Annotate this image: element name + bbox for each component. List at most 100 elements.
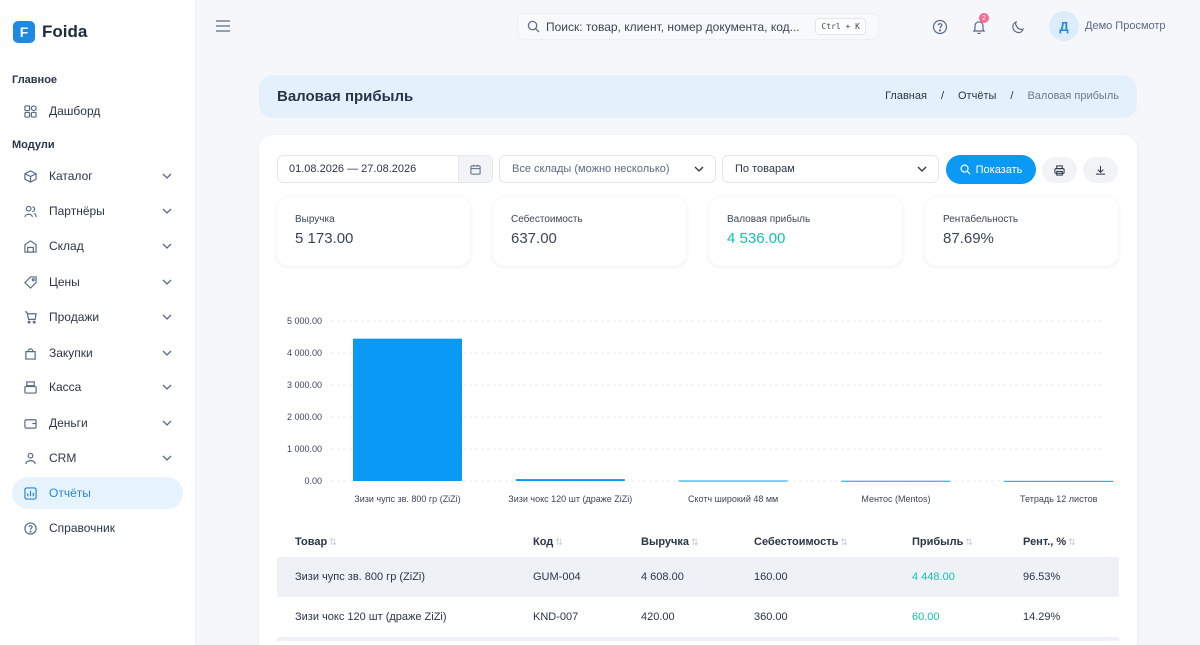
bar[interactable]: [515, 479, 625, 481]
column-header-margin[interactable]: Рент., % ⇅: [1009, 536, 1119, 548]
sidebar-item-partners[interactable]: Партнёры: [12, 195, 183, 227]
chevron-down-icon: [162, 208, 172, 214]
chevron-down-icon: [162, 279, 172, 285]
report-icon: [23, 486, 37, 500]
sort-icon: ⇅: [555, 537, 563, 547]
column-header-profit[interactable]: Прибыль ⇅: [894, 536, 1009, 548]
date-range-field[interactable]: 01.08.2026 — 27.08.2026: [277, 155, 493, 183]
chevron-down-icon: [162, 243, 172, 249]
search-input[interactable]: Поиск: товар, клиент, номер документа, к…: [546, 19, 800, 34]
y-tick-label: 4 000.00: [287, 348, 322, 358]
column-header-code[interactable]: Код ⇅: [515, 536, 623, 548]
column-header-revenue[interactable]: Выручка ⇅: [623, 536, 736, 548]
search-icon: [960, 164, 971, 175]
chevron-down-icon: [162, 314, 172, 320]
warehouse-select[interactable]: Все склады (можно несколько): [499, 155, 716, 183]
chevron-down-icon: [162, 420, 172, 426]
sidebar-item-reports[interactable]: Отчёты: [12, 477, 183, 509]
date-range-value[interactable]: 01.08.2026 — 27.08.2026: [289, 163, 417, 175]
group-by-select[interactable]: По товарам: [722, 155, 939, 183]
sidebar-item-dashboard[interactable]: Дашборд: [12, 95, 183, 127]
app-logo[interactable]: F Foida: [13, 21, 87, 43]
kpi-label: Выручка: [295, 214, 335, 225]
report-table: Товар ⇅ Код ⇅ Выручка ⇅ Себестоимость ⇅ Приб…: [277, 527, 1119, 641]
kpi-value: 4 536.00: [727, 230, 786, 247]
moon-icon[interactable]: [1010, 19, 1026, 35]
sidebar-item-prices[interactable]: Цены: [12, 266, 183, 298]
chevron-down-icon: [162, 384, 172, 390]
column-header-label: Выручка: [641, 536, 690, 548]
cart-icon: [23, 310, 37, 324]
table-row[interactable]: Зизи чокс 120 шт (драже ZiZi) KND-007 42…: [277, 597, 1119, 637]
breadcrumb-reports[interactable]: Отчёты: [958, 90, 997, 102]
bag-icon: [23, 346, 37, 360]
show-button[interactable]: Показать: [946, 155, 1036, 184]
calendar-button[interactable]: [458, 156, 492, 182]
sidebar-item-sales[interactable]: Продажи: [12, 301, 183, 333]
table-row[interactable]: [277, 637, 1119, 641]
sidebar-item-label: Отчёты: [49, 486, 91, 500]
sidebar-item-label: Закупки: [49, 346, 93, 360]
bar[interactable]: [353, 338, 462, 481]
x-tick-label: Тетрадь 12 листов: [1020, 494, 1098, 504]
sidebar-item-catalog[interactable]: Каталог: [12, 160, 183, 192]
sidebar-item-label: Каталог: [49, 169, 93, 183]
y-tick-label: 0.00: [304, 476, 322, 486]
kpi-value: 637.00: [511, 230, 557, 247]
download-icon: [1095, 165, 1106, 175]
global-search[interactable]: Поиск: товар, клиент, номер документа, к…: [517, 13, 879, 40]
download-button[interactable]: [1083, 157, 1118, 183]
warehouse-icon: [23, 239, 37, 253]
sidebar-item-label: Склад: [49, 239, 84, 253]
user-name[interactable]: Демо Просмотр: [1085, 20, 1166, 32]
notification-badge: 2: [979, 13, 989, 23]
sort-icon: ⇅: [840, 537, 848, 547]
sidebar-item-crm[interactable]: CRM: [12, 442, 183, 474]
sidebar-item-label: CRM: [49, 451, 77, 465]
column-header-label: Прибыль: [912, 536, 964, 548]
breadcrumb-separator: /: [1010, 90, 1014, 102]
kpi-label: Валовая прибыль: [727, 214, 811, 225]
menu-icon[interactable]: [216, 20, 230, 32]
kpi-revenue: Выручка 5 173.00: [277, 197, 470, 266]
box-icon: [23, 169, 37, 183]
bar[interactable]: [678, 480, 788, 482]
chevron-down-icon: [917, 166, 927, 172]
column-header-label: Товар: [295, 536, 328, 548]
avatar[interactable]: Д: [1049, 11, 1079, 41]
sidebar-item-label: Цены: [49, 275, 80, 289]
print-button[interactable]: [1042, 157, 1077, 183]
sidebar-item-reference[interactable]: Справочник: [12, 512, 183, 544]
tag-icon: [23, 275, 37, 289]
sidebar-item-label: Касса: [49, 380, 82, 394]
bar[interactable]: [1004, 480, 1114, 482]
sidebar-item-label: Партнёры: [49, 204, 105, 218]
sidebar-item-cashbox[interactable]: Касса: [12, 371, 183, 403]
kpi-profitability: Рентабельность 87.69%: [925, 197, 1118, 266]
cell-code: KND-007: [533, 611, 579, 623]
sort-icon: ⇅: [965, 537, 973, 547]
kpi-label: Рентабельность: [943, 214, 1019, 225]
show-button-label: Показать: [975, 163, 1023, 176]
kpi-value: 5 173.00: [295, 230, 354, 247]
bell-icon[interactable]: [971, 19, 987, 35]
sidebar-item-warehouse[interactable]: Склад: [12, 230, 183, 262]
help-icon[interactable]: [932, 19, 948, 35]
cell-margin: 96.53%: [1023, 571, 1061, 583]
column-header-product[interactable]: Товар ⇅: [277, 536, 515, 548]
breadcrumb-home[interactable]: Главная: [885, 90, 927, 102]
column-header-cost[interactable]: Себестоимость ⇅: [736, 536, 894, 548]
x-tick-label: Скотч широкий 48 мм: [688, 494, 778, 504]
sidebar-item-purchases[interactable]: Закупки: [12, 337, 183, 369]
table-row[interactable]: Зизи чупс зв. 800 гр (ZiZi) GUM-004 4 60…: [277, 557, 1119, 597]
bar[interactable]: [841, 480, 951, 482]
printer-icon: [1054, 164, 1065, 176]
sort-icon: ⇅: [1068, 537, 1076, 547]
sort-icon: ⇅: [329, 537, 337, 547]
cell-profit: 4 448.00: [912, 571, 955, 583]
sidebar-item-money[interactable]: Деньги: [12, 407, 183, 439]
wallet-icon: [23, 416, 37, 430]
chevron-down-icon: [162, 173, 172, 179]
y-tick-label: 1 000.00: [287, 444, 322, 454]
profit-bar-chart: 0.00 1 000.00 2 000.00 3 000.00 4 000.00 5 00…: [287, 316, 1114, 504]
